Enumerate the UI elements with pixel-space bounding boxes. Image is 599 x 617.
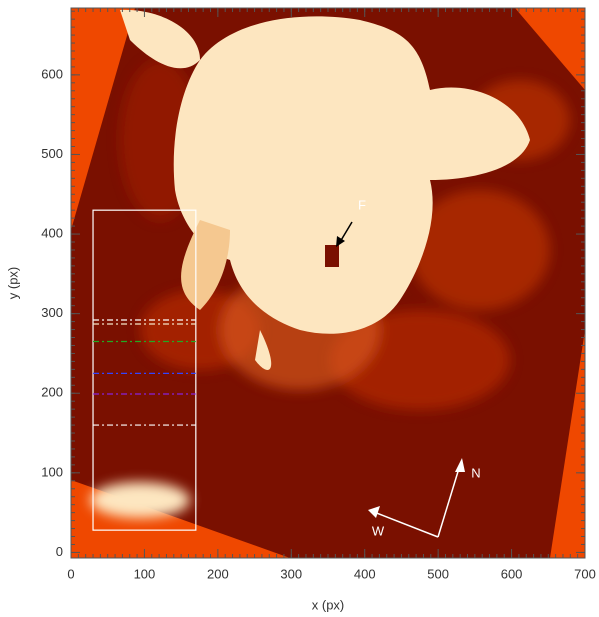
annotation-label: F	[358, 197, 366, 212]
x-axis-label: x (px)	[312, 597, 345, 612]
annotation-label: W	[372, 523, 385, 538]
x-tick-label: 0	[67, 566, 74, 581]
x-tick-label: 200	[207, 566, 229, 581]
y-tick-label: 200	[41, 385, 63, 400]
x-tick-label: 100	[134, 566, 156, 581]
y-tick-label: 100	[41, 464, 63, 479]
y-axis-label: y (px)	[5, 267, 20, 300]
x-tick-label: 300	[280, 566, 302, 581]
x-tick-label: 500	[427, 566, 449, 581]
y-tick-label: 600	[41, 66, 63, 81]
compass	[368, 458, 465, 538]
annotation-label: N	[471, 465, 480, 480]
solar-image	[71, 8, 585, 558]
y-tick-label: 400	[41, 225, 63, 240]
y-tick-label: 300	[41, 305, 63, 320]
region-box	[92, 209, 197, 531]
y-tick-label: 500	[41, 146, 63, 161]
x-tick-label: 700	[574, 566, 596, 581]
x-tick-label: 600	[501, 566, 523, 581]
annotation-f	[336, 221, 353, 247]
y-tick-label: 0	[56, 544, 63, 559]
x-tick-label: 400	[354, 566, 376, 581]
